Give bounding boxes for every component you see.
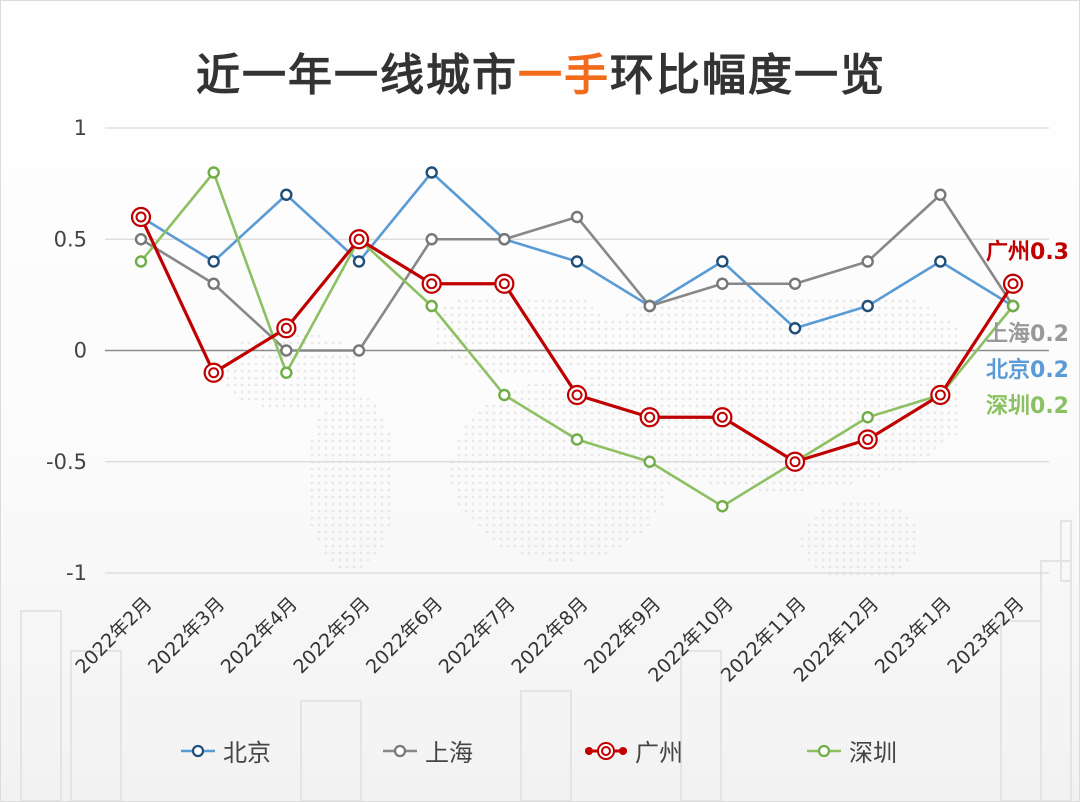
- y-tick-label: 0: [74, 339, 87, 363]
- data-point: [716, 277, 729, 290]
- annotation-label: 上海0.2: [986, 321, 1069, 347]
- data-point-inner: [716, 411, 728, 423]
- legend: 北京 上海 广州 深圳: [1, 733, 1079, 773]
- data-point: [134, 255, 148, 268]
- end-value-annotations: 广州0.3 上海0.2 北京0.2 深圳0.2: [986, 239, 1069, 419]
- legend-item-shanghai[interactable]: 上海: [383, 733, 473, 768]
- title-highlight: 一手: [518, 50, 610, 101]
- legend-label: 广州: [635, 739, 683, 767]
- data-point: [134, 233, 148, 246]
- skyline-background: [20, 520, 1072, 801]
- data-point-inner: [208, 367, 220, 379]
- data-point: [498, 233, 511, 246]
- world-map-background: [226, 299, 958, 576]
- data-point: [280, 366, 293, 379]
- data-point: [207, 166, 220, 179]
- legend-item-shenzhen[interactable]: 深圳: [807, 733, 897, 768]
- data-point-inner: [135, 211, 147, 223]
- legend-label: 深圳: [849, 739, 897, 767]
- data-point-inner: [498, 278, 510, 290]
- line-circle-marker-blue-icon: [181, 744, 215, 757]
- annotation-label: 广州0.3: [986, 239, 1069, 265]
- legend-label: 上海: [425, 739, 473, 767]
- x-tick-label: 2022年7月: [435, 593, 520, 678]
- legend-item-guangzhou[interactable]: 广州: [585, 733, 683, 768]
- data-point: [425, 233, 438, 246]
- data-point: [352, 344, 366, 357]
- data-point: [570, 210, 584, 224]
- x-tick-label: 2022年8月: [507, 593, 592, 678]
- y-tick-label: 1: [74, 116, 87, 140]
- data-point: [861, 411, 874, 424]
- data-point: [716, 255, 729, 268]
- data-point: [280, 344, 293, 357]
- data-point: [643, 299, 656, 313]
- data-point: [861, 299, 874, 313]
- data-point: [788, 322, 802, 335]
- x-tick-label: 2022年4月: [217, 593, 302, 678]
- data-point: [1006, 299, 1020, 313]
- title-suffix: 环比幅度一览: [610, 50, 886, 101]
- title-prefix: 近一年一线城市: [196, 50, 518, 101]
- data-point: [716, 500, 729, 513]
- x-tick-label: 2022年3月: [144, 593, 229, 678]
- y-tick-label: -0.5: [46, 450, 87, 474]
- data-point: [570, 255, 584, 268]
- line-circle-marker-green-icon: [807, 744, 841, 757]
- line-circle-marker-gray-icon: [383, 744, 417, 757]
- data-point-inner: [571, 389, 583, 401]
- series-广州: [130, 206, 1024, 472]
- data-point-inner: [426, 278, 438, 290]
- data-point-inner: [1007, 278, 1019, 290]
- data-point: [788, 277, 802, 290]
- legend-item-beijing[interactable]: 北京: [181, 733, 271, 768]
- data-point-inner: [644, 411, 656, 423]
- x-tick-label: 2023年1月: [871, 593, 956, 678]
- line-double-circle-marker-red-icon: [585, 741, 627, 760]
- series-上海: [134, 188, 1020, 357]
- data-point-inner: [280, 322, 292, 334]
- annotation-label: 深圳0.2: [986, 394, 1069, 419]
- x-tick-label: 2022年6月: [362, 593, 447, 678]
- data-point: [498, 388, 511, 402]
- data-point: [425, 299, 438, 313]
- y-tick-label: 0.5: [54, 227, 87, 251]
- data-point: [207, 277, 220, 290]
- data-point-inner: [353, 233, 365, 245]
- data-point-inner: [934, 389, 946, 401]
- data-point: [643, 455, 656, 468]
- series-北京: [134, 166, 1020, 335]
- x-tick-label: 2022年2月: [71, 593, 156, 678]
- data-point: [861, 255, 874, 268]
- data-point: [570, 433, 584, 446]
- data-point: [207, 255, 220, 268]
- data-point: [934, 188, 947, 201]
- x-tick-label: 2023年2月: [943, 593, 1028, 678]
- chart-title: 近一年一线城市一手环比幅度一览: [1, 39, 1079, 103]
- data-point: [352, 255, 366, 268]
- data-point: [425, 166, 438, 179]
- y-tick-label: -1: [66, 561, 87, 585]
- x-tick-label: 2022年5月: [289, 593, 374, 678]
- data-point: [934, 255, 947, 268]
- x-axis: 2022年2月2022年3月2022年4月2022年5月2022年6月2022年…: [71, 593, 1028, 687]
- annotation-label: 北京0.2: [986, 357, 1069, 383]
- data-point: [280, 188, 293, 201]
- data-point-inner: [862, 434, 874, 445]
- data-point-inner: [789, 456, 801, 468]
- legend-label: 北京: [223, 739, 271, 767]
